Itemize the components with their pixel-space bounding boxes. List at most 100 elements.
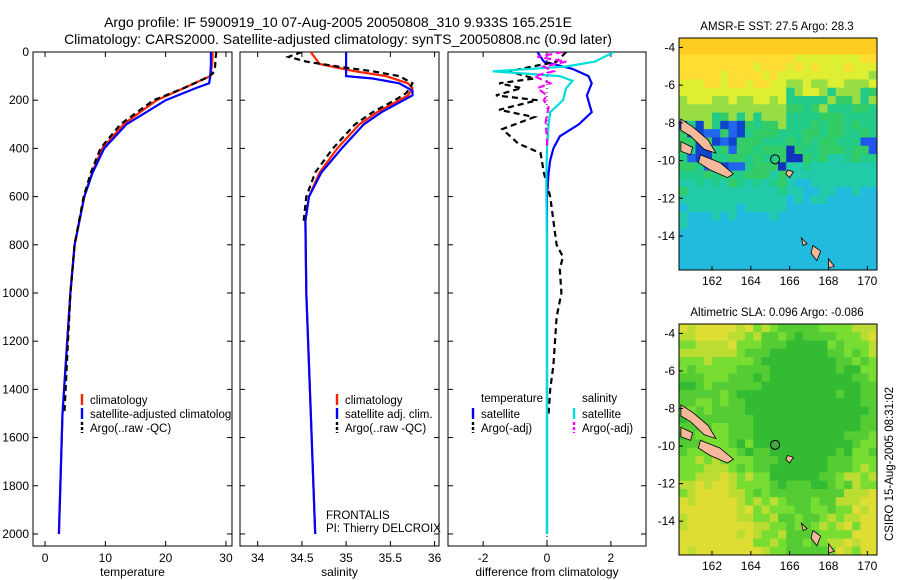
sst_map-cell <box>852 253 862 263</box>
sst_map-cell <box>753 154 763 163</box>
sst_map-cell <box>860 38 870 47</box>
sst_map-cell <box>835 112 845 122</box>
sst_map-cell <box>868 170 877 180</box>
sst_map-cell <box>802 178 812 188</box>
sla_map-cell <box>827 472 837 482</box>
sst_map-cell <box>695 71 705 81</box>
sla_map-cell <box>720 489 730 498</box>
sst_map-cell <box>703 129 713 139</box>
temperature-xtick-label: 0 <box>42 551 49 565</box>
sst_map-cell <box>827 71 837 81</box>
sst_map-cell <box>745 253 754 263</box>
sla_map-cell <box>679 522 688 531</box>
sla_map-cell <box>720 439 730 449</box>
sst_map-cell <box>695 96 705 105</box>
sst_map-cell <box>868 129 877 139</box>
sla_map-cell <box>827 505 837 515</box>
sla_map-ytick-label: -8 <box>664 402 675 416</box>
sst_map-cell <box>844 187 853 197</box>
sla_map-cell <box>778 530 787 540</box>
sst_map-cell <box>728 145 738 155</box>
sst_map-cell <box>769 38 779 47</box>
sla_map-cell <box>860 447 870 457</box>
sst_map-cell <box>835 96 845 105</box>
sst_map-cell <box>819 203 829 213</box>
sst_map-cell <box>736 245 746 255</box>
sla_map-cell <box>844 538 853 548</box>
sla_map-cell <box>695 381 705 391</box>
temperature-series-line <box>57 52 212 535</box>
sla_map-cell <box>736 332 746 342</box>
sst_map-cell <box>695 79 705 89</box>
sst_map-cell <box>769 187 779 197</box>
sst_map-cell <box>703 54 713 64</box>
sla_map-island <box>680 404 717 440</box>
sst_map-cell <box>852 71 862 81</box>
sst_map-cell <box>769 129 779 139</box>
sst_map-cell <box>736 178 746 188</box>
sla_map-cell <box>835 456 845 465</box>
sst_map-cell <box>736 120 746 130</box>
sla_map-cell <box>778 456 787 465</box>
sst_map-cell <box>794 253 804 263</box>
sst_map-cell <box>786 96 796 105</box>
sst_map-cell <box>860 62 870 72</box>
sst_map-cell <box>753 228 763 238</box>
sla_map-cell <box>720 505 730 515</box>
sst_map-cell <box>695 112 705 122</box>
sst_map-cell <box>852 245 862 255</box>
sla_map-cell <box>745 348 754 358</box>
sla_map-cell <box>695 546 705 555</box>
sla_map-cell <box>769 357 779 366</box>
sla_map-cell <box>844 431 853 441</box>
sst_map-cell <box>794 129 804 139</box>
sla_map-cell <box>844 546 853 555</box>
sst_map-cell <box>811 162 820 172</box>
sst_map-cell <box>835 120 845 130</box>
sla_map-cell <box>720 546 730 555</box>
sst_map-cell <box>778 220 787 230</box>
sst_map-cell <box>794 187 804 197</box>
sla_map-cell <box>712 423 721 432</box>
sla_map-cell <box>728 447 738 457</box>
sst_map-cell <box>703 112 713 122</box>
sst_map-cell <box>860 187 870 197</box>
sla_map-cell <box>819 538 829 548</box>
sst_map-cell <box>778 236 787 246</box>
sla_map-cell <box>679 456 688 465</box>
sla_map-island <box>810 529 822 547</box>
sst_map-cell <box>802 195 812 205</box>
difference-series-line <box>495 52 567 414</box>
sst_map-cell <box>844 212 853 221</box>
sst_map-cell <box>819 129 829 139</box>
sla-map-title: Altimetric SLA: 0.096 Argo: -0.086 <box>690 307 863 319</box>
sla_map-cell <box>827 373 837 383</box>
sla_map-cell <box>794 464 804 474</box>
sla_map-cell <box>695 373 705 383</box>
sla_map-cell <box>703 530 713 540</box>
sst_map-cell <box>844 112 853 122</box>
sla_map-cell <box>868 439 877 449</box>
sst_map-cell <box>811 38 820 47</box>
sst_map-cell <box>695 87 705 97</box>
sst_map-cell <box>769 120 779 130</box>
difference-xlabel: difference from climatology <box>475 565 618 579</box>
sst_map-cell <box>819 195 829 205</box>
sla_map-cell <box>802 390 812 399</box>
sla_map-cell <box>868 373 877 383</box>
sla_map-cell <box>745 340 754 350</box>
sst_map-cell <box>778 261 787 270</box>
sla_map-xtick-label: 168 <box>818 559 838 573</box>
sla_map-cell <box>819 464 829 474</box>
sla_map-cell <box>844 447 853 457</box>
sla_map-cell <box>687 530 697 540</box>
sst_map-cell <box>802 96 812 105</box>
sst_map-cell <box>720 87 730 97</box>
sst_map-cell <box>794 38 804 47</box>
sst_map-cell <box>736 220 746 230</box>
sla_map-cell <box>679 513 688 523</box>
sla_map-cell <box>720 340 730 350</box>
sla_map-cell <box>687 381 697 391</box>
sla_map-ytick-label: -10 <box>658 439 676 453</box>
sla_map-cell <box>852 530 862 540</box>
